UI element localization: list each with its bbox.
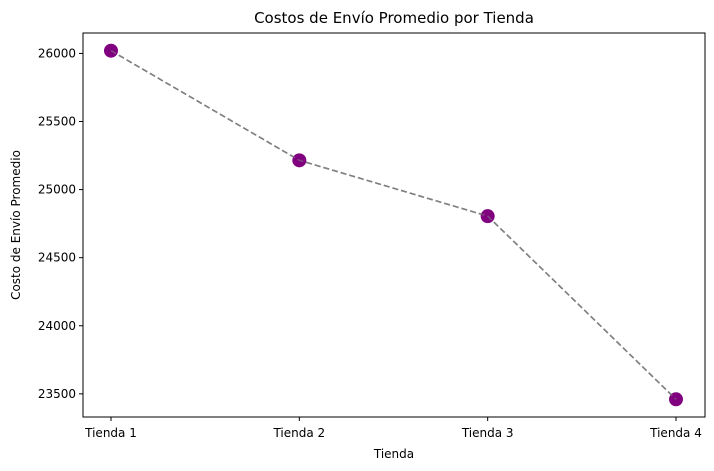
x-tick-label: Tienda 3 (461, 426, 514, 440)
series-line-overlay (110, 50, 677, 400)
x-axis: Tienda 1 Tienda 2 Tienda 3 Tienda 4 (84, 417, 702, 440)
y-axis-label: Costo de Envío Promedio (9, 150, 23, 300)
y-tick-label: 25000 (38, 183, 76, 197)
x-tick-label: Tienda 2 (272, 426, 325, 440)
y-tick-label: 26000 (38, 46, 76, 60)
chart-title: Costos de Envío Promedio por Tienda (254, 9, 534, 27)
y-tick-label: 24000 (38, 319, 76, 333)
x-tick-label: Tienda 4 (649, 426, 702, 440)
plot-area-frame (82, 32, 706, 418)
y-axis: 23500 24000 24500 25000 25500 26000 (38, 46, 83, 401)
y-tick-label: 23500 (38, 387, 76, 401)
x-axis-label: Tienda (373, 447, 414, 461)
y-tick-label: 24500 (38, 251, 76, 265)
x-tick-label: Tienda 1 (84, 426, 137, 440)
series-line (110, 50, 677, 400)
y-tick-label: 25500 (38, 115, 76, 129)
